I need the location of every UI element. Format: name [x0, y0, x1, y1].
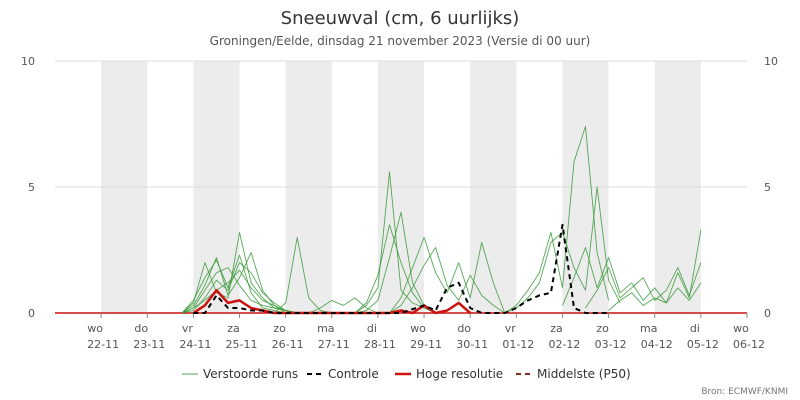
x-tick-date: 01-12 [502, 338, 534, 351]
x-tick-date: 04-12 [641, 338, 673, 351]
x-tick-weekday: zo [596, 322, 609, 335]
x-tick-weekday: za [550, 322, 563, 335]
x-tick-weekday: wo [410, 322, 426, 335]
ensemble-series-line [354, 211, 436, 314]
y-tick-label-right: 10 [764, 55, 778, 68]
x-tick-date: 30-11 [456, 338, 488, 351]
x-tick-weekday: wo [733, 322, 749, 335]
x-tick-weekday: zo [273, 322, 286, 335]
ensemble-series-line [585, 262, 702, 309]
x-tick-date: 02-12 [548, 338, 580, 351]
legend-label-high_res: Hoge resolutie [416, 367, 503, 381]
series-lines [181, 126, 702, 315]
x-tick-date: 22-11 [87, 338, 119, 351]
x-tick-date: 27-11 [318, 338, 350, 351]
source-credit: Bron: ECMWF/KNMI [701, 387, 788, 397]
x-tick-weekday: di [367, 322, 377, 335]
ensemble-series-line [308, 297, 379, 314]
control-series-line [193, 223, 609, 314]
high_res-series-line [192, 289, 472, 315]
ensemble-series-line [181, 252, 298, 314]
x-tick-weekday: ma [317, 322, 334, 335]
ensemble-series-line [562, 229, 702, 306]
x-tick-date: 28-11 [364, 338, 396, 351]
x-tick-weekday: vr [182, 322, 194, 335]
legend-label-median: Middelste (P50) [537, 367, 631, 381]
chart-title: Sneeuwval (cm, 6 uurlijks) [281, 8, 520, 29]
x-tick-date: 29-11 [410, 338, 442, 351]
x-tick-date: 05-12 [687, 338, 719, 351]
x-tick-date: 26-11 [272, 338, 304, 351]
ensemble-series-line [181, 254, 298, 314]
ensemble-series-line [181, 231, 298, 314]
x-tick-weekday: do [457, 322, 471, 335]
x-tick-date: 06-12 [733, 338, 765, 351]
x-tick-date: 23-11 [133, 338, 165, 351]
y-tick-label-left: 5 [28, 181, 35, 194]
x-tick-weekday: za [227, 322, 240, 335]
x-tick-weekday: do [134, 322, 148, 335]
y-axis-ticks: 0 0 5 5 10 10 [21, 55, 778, 320]
x-tick-date: 25-11 [226, 338, 258, 351]
x-tick-weekday: vr [505, 322, 517, 335]
chart-subtitle: Groningen/Eelde, dinsdag 21 november 202… [210, 34, 591, 48]
legend: Verstoorde runs Controle Hoge resolutie Mid… [182, 367, 631, 381]
legend-label-control: Controle [328, 367, 379, 381]
x-tick-weekday: di [690, 322, 700, 335]
y-tick-label-right: 0 [764, 307, 771, 320]
ensemble-series-line [181, 269, 298, 314]
y-tick-label-left: 10 [21, 55, 35, 68]
ensemble-series-line [504, 186, 621, 314]
y-tick-label-left: 0 [28, 307, 35, 320]
ensemble-series-line [273, 236, 332, 314]
x-tick-date: 03-12 [595, 338, 627, 351]
y-tick-label-right: 5 [764, 181, 771, 194]
ensemble-series-line [389, 247, 506, 314]
ensemble-series-line [608, 282, 702, 311]
gridlines [55, 60, 747, 314]
ensemble-series-line [389, 236, 506, 314]
legend-label-ensemble: Verstoorde runs [203, 367, 298, 381]
ensemble-series-line [181, 262, 298, 314]
x-tick-weekday: ma [640, 322, 657, 335]
x-axis-ticks: wo 22-11 do 23-11 vr 24-11 za 25-11 zo 26-11 ma 27-… [87, 313, 765, 351]
x-tick-weekday: wo [87, 322, 103, 335]
x-tick-date: 24-11 [179, 338, 211, 351]
